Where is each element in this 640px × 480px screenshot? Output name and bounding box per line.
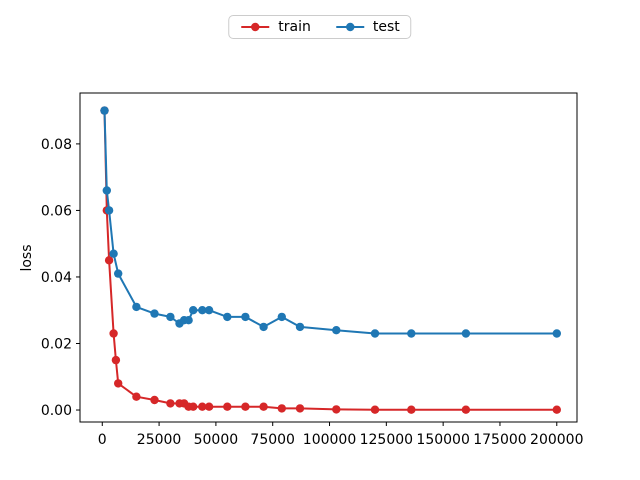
x-axis-tick-label: 75000	[250, 432, 295, 448]
y-axis-label: loss	[19, 244, 35, 271]
series-train-marker	[114, 379, 123, 388]
series-test-marker	[102, 186, 112, 195]
y-axis-tick-label: 0.04	[41, 270, 72, 286]
series-test-marker	[407, 329, 416, 338]
series-train-marker	[111, 355, 121, 365]
x-axis-tick-label: 125000	[360, 432, 413, 448]
series-train-marker	[370, 405, 380, 414]
series-test-marker	[150, 309, 159, 318]
series-test-marker	[114, 269, 123, 278]
series-train-marker	[150, 395, 159, 405]
series-test-marker	[552, 329, 561, 338]
series-train-line	[103, 110, 557, 411]
series-test-marker	[184, 316, 193, 325]
series-train-marker	[132, 392, 141, 401]
series-test-marker	[370, 329, 380, 338]
series-train-marker	[223, 402, 232, 411]
y-axis-tick-label: 0.00	[41, 403, 72, 419]
series-test-marker	[461, 329, 471, 338]
series-test-line	[103, 110, 557, 335]
series-train-marker	[104, 256, 114, 265]
plot-border	[79, 92, 578, 423]
series-test-marker	[109, 249, 118, 258]
y-axis-tick-label: 0.08	[41, 137, 72, 153]
series-test-marker	[132, 302, 141, 312]
series-train-marker	[189, 402, 198, 411]
y-axis-tick-label: 0.02	[41, 336, 72, 352]
series-train-marker	[204, 402, 214, 411]
series-train-marker	[277, 404, 286, 413]
x-axis-tick-label: 50000	[194, 432, 239, 448]
series-test-marker	[332, 326, 341, 335]
series-test-marker	[104, 206, 114, 215]
x-axis-tick-label: 200000	[530, 432, 583, 448]
legend-item-train: train	[240, 20, 311, 34]
series-test-marker	[204, 306, 214, 315]
series-train-marker	[295, 404, 305, 413]
series-test-marker	[241, 312, 250, 322]
legend-line-marker-icon	[241, 22, 270, 32]
series-test-marker	[198, 306, 207, 315]
series-test-marker	[223, 312, 232, 322]
series-test-marker	[189, 306, 198, 315]
series-train-marker	[332, 405, 341, 414]
series-train-marker	[552, 405, 561, 414]
legend: train test	[228, 15, 412, 39]
x-axis-tick-label: 25000	[137, 432, 182, 448]
y-axis-tick-label: 0.06	[41, 203, 72, 219]
legend-label-train: train	[278, 19, 311, 35]
series-test-marker	[100, 106, 109, 115]
legend-label-test: test	[372, 19, 400, 35]
series-train-marker	[198, 402, 207, 411]
series-train-marker	[241, 402, 250, 411]
legend-line-marker-icon	[335, 22, 364, 32]
series-train-marker	[461, 405, 471, 414]
series-test-marker	[277, 312, 286, 322]
x-axis-tick-label: 150000	[416, 432, 469, 448]
series-train-marker	[166, 399, 175, 408]
series-train-marker	[109, 329, 118, 338]
series-train-marker	[407, 405, 416, 414]
series-test-marker	[259, 322, 268, 332]
series-test-marker	[295, 322, 305, 332]
x-axis-tick-label: 100000	[303, 432, 356, 448]
series-test-marker	[166, 312, 175, 322]
x-axis-tick-label: 0	[98, 432, 107, 448]
series-train-marker	[259, 402, 268, 411]
legend-item-test: test	[335, 20, 400, 34]
x-axis-tick-label: 175000	[473, 432, 526, 448]
